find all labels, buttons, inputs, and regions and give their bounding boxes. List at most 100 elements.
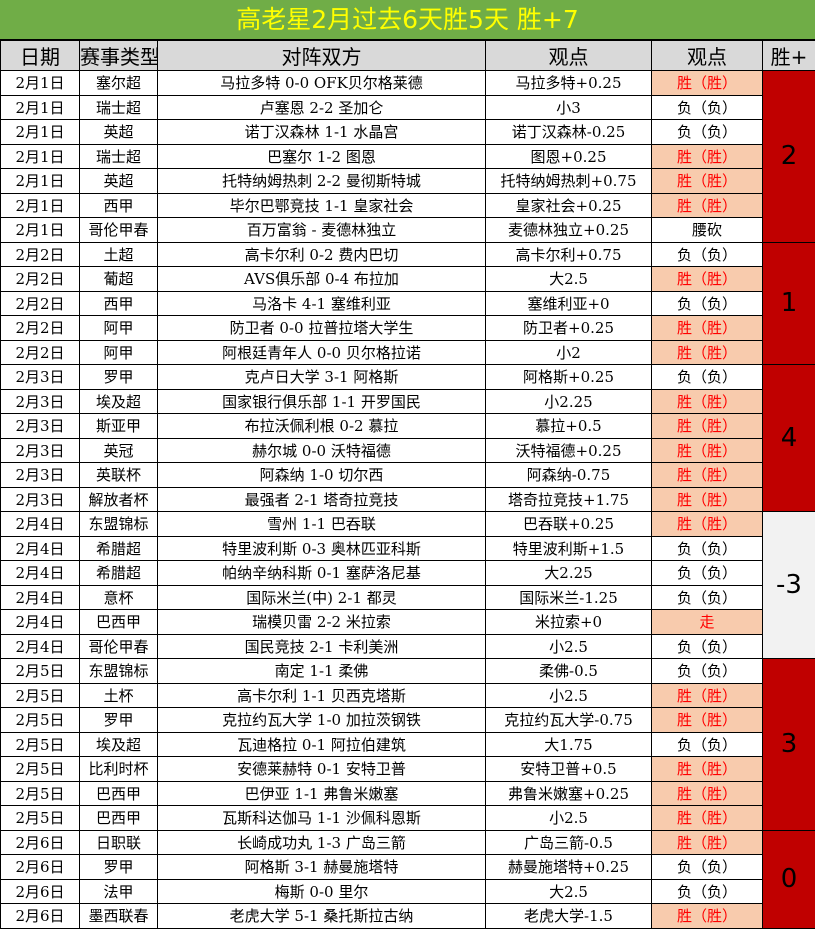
match-cell: 防卫者 0-0 拉普拉塔大学生 — [158, 316, 486, 341]
pick-cell: 小2.5 — [486, 806, 652, 831]
match-cell: 卢塞恩 2-2 圣加仑 — [158, 95, 486, 120]
result-cell: 胜（胜） — [652, 806, 763, 831]
date-cell: 2月1日 — [1, 120, 80, 145]
league-cell: 葡超 — [80, 267, 158, 292]
match-cell: 巴塞尔 1-2 图恩 — [158, 144, 486, 169]
match-cell: 瓦斯科达伽马 1-1 沙佩科恩斯 — [158, 806, 486, 831]
date-cell: 2月5日 — [1, 806, 80, 831]
league-cell: 埃及超 — [80, 389, 158, 414]
match-cell: 巴伊亚 1-1 弗鲁米嫩塞 — [158, 781, 486, 806]
date-cell: 2月4日 — [1, 585, 80, 610]
result-cell: 负（负） — [652, 242, 763, 267]
pick-cell: 塔奇拉竞技+1.75 — [486, 487, 652, 512]
match-cell: 布拉沃佩利根 0-2 慕拉 — [158, 414, 486, 439]
league-cell: 东盟锦标 — [80, 659, 158, 684]
league-cell: 希腊超 — [80, 561, 158, 586]
date-cell: 2月5日 — [1, 708, 80, 733]
league-cell: 瑞士超 — [80, 95, 158, 120]
league-cell: 巴西甲 — [80, 806, 158, 831]
result-cell: 胜（胜） — [652, 708, 763, 733]
pick-cell: 诺丁汉森林-0.25 — [486, 120, 652, 145]
match-cell: 国际米兰(中) 2-1 都灵 — [158, 585, 486, 610]
pick-cell: 马拉多特+0.25 — [486, 71, 652, 96]
result-cell: 胜（胜） — [652, 830, 763, 855]
daily-total-cell: 3 — [763, 659, 815, 831]
match-cell: 瑞模贝雷 2-2 米拉索 — [158, 610, 486, 635]
header-match: 对阵双方 — [158, 41, 486, 71]
match-cell: 阿森纳 1-0 切尔西 — [158, 463, 486, 488]
pick-cell: 阿格斯+0.25 — [486, 365, 652, 390]
result-cell: 腰砍 — [652, 218, 763, 243]
date-cell: 2月3日 — [1, 365, 80, 390]
result-cell: 负（负） — [652, 659, 763, 684]
match-cell: 长崎成功丸 1-3 广岛三箭 — [158, 830, 486, 855]
pick-cell: 沃特福德+0.25 — [486, 438, 652, 463]
league-cell: 英联杯 — [80, 463, 158, 488]
league-cell: 法甲 — [80, 879, 158, 904]
match-cell: 高卡尔利 1-1 贝西克塔斯 — [158, 683, 486, 708]
league-cell: 希腊超 — [80, 536, 158, 561]
date-cell: 2月5日 — [1, 683, 80, 708]
date-cell: 2月6日 — [1, 879, 80, 904]
league-cell: 日职联 — [80, 830, 158, 855]
date-cell: 2月3日 — [1, 389, 80, 414]
match-cell: 诺丁汉森林 1-1 水晶宫 — [158, 120, 486, 145]
league-cell: 瑞士超 — [80, 144, 158, 169]
pick-cell: 小2.25 — [486, 389, 652, 414]
result-cell: 胜（胜） — [652, 144, 763, 169]
pick-cell: 柔佛-0.5 — [486, 659, 652, 684]
result-cell: 胜（胜） — [652, 389, 763, 414]
match-cell: 克卢日大学 3-1 阿格斯 — [158, 365, 486, 390]
match-cell: 百万富翁 - 麦德林独立 — [158, 218, 486, 243]
pick-cell: 弗鲁米嫩塞+0.25 — [486, 781, 652, 806]
results-table: 日期 赛事类型 对阵双方 观点 观点 胜+ 2月1日塞尔超马拉多特 0-0 OF… — [0, 40, 815, 929]
league-cell: 阿甲 — [80, 340, 158, 365]
date-cell: 2月1日 — [1, 144, 80, 169]
date-cell: 2月3日 — [1, 487, 80, 512]
league-cell: 墨西联春 — [80, 904, 158, 929]
league-cell: 巴西甲 — [80, 610, 158, 635]
league-cell: 东盟锦标 — [80, 512, 158, 537]
league-cell: 阿甲 — [80, 316, 158, 341]
match-cell: 南定 1-1 柔佛 — [158, 659, 486, 684]
result-cell: 走 — [652, 610, 763, 635]
match-cell: 马拉多特 0-0 OFK贝尔格莱德 — [158, 71, 486, 96]
date-cell: 2月3日 — [1, 438, 80, 463]
result-cell: 负（负） — [652, 634, 763, 659]
match-cell: 梅斯 0-0 里尔 — [158, 879, 486, 904]
result-cell: 负（负） — [652, 585, 763, 610]
pick-cell: 老虎大学-1.5 — [486, 904, 652, 929]
result-cell: 胜（胜） — [652, 904, 763, 929]
match-cell: 赫尔城 0-0 沃特福德 — [158, 438, 486, 463]
pick-cell: 大2.25 — [486, 561, 652, 586]
match-cell: 托特纳姆热刺 2-2 曼彻斯特城 — [158, 169, 486, 194]
match-cell: 雪州 1-1 巴吞联 — [158, 512, 486, 537]
pick-cell: 米拉索+0 — [486, 610, 652, 635]
pick-cell: 赫曼施塔特+0.25 — [486, 855, 652, 880]
page-title: 高老星2月过去6天胜5天 胜+7 — [0, 0, 815, 40]
match-cell: 阿格斯 3-1 赫曼施塔特 — [158, 855, 486, 880]
pick-cell: 麦德林独立+0.25 — [486, 218, 652, 243]
result-cell: 胜（胜） — [652, 316, 763, 341]
league-cell: 比利时杯 — [80, 757, 158, 782]
pick-cell: 小2 — [486, 340, 652, 365]
match-cell: AVS俱乐部 0-4 布拉加 — [158, 267, 486, 292]
match-cell: 克拉约瓦大学 1-0 加拉茨钢铁 — [158, 708, 486, 733]
result-cell: 胜（胜） — [652, 267, 763, 292]
result-cell: 胜（胜） — [652, 512, 763, 537]
date-cell: 2月2日 — [1, 291, 80, 316]
result-cell: 负（负） — [652, 732, 763, 757]
match-cell: 高卡尔利 0-2 费内巴切 — [158, 242, 486, 267]
